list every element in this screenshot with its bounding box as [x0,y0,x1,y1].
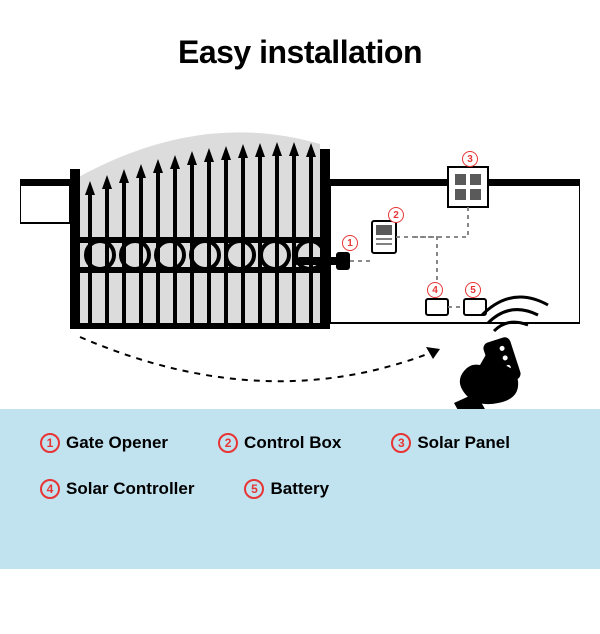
callout-2-badge: 2 [388,207,404,223]
installation-diagram: 1 2 3 4 5 [20,89,580,409]
legend-badge-5: 5 [244,479,264,499]
page-title: Easy installation [0,34,600,71]
callout-3-badge: 3 [462,151,478,167]
legend-label-5: Battery [270,479,329,499]
legend-label-1: Gate Opener [66,433,168,453]
legend-label-4: Solar Controller [66,479,194,499]
legend-item-4: 4 Solar Controller [40,479,194,499]
legend-item-1: 1 Gate Opener [40,433,168,453]
legend-label-3: Solar Panel [417,433,510,453]
legend-badge-1: 1 [40,433,60,453]
legend-panel: 1 Gate Opener 2 Control Box 3 Solar Pane… [0,409,600,569]
callout-5-badge: 5 [465,282,481,298]
callout-4-badge: 4 [427,282,443,298]
callout-1-badge: 1 [342,235,358,251]
legend-item-2: 2 Control Box [218,433,341,453]
legend-badge-4: 4 [40,479,60,499]
legend-item-3: 3 Solar Panel [391,433,510,453]
legend-badge-3: 3 [391,433,411,453]
legend-label-2: Control Box [244,433,341,453]
legend-item-5: 5 Battery [244,479,329,499]
legend-badge-2: 2 [218,433,238,453]
